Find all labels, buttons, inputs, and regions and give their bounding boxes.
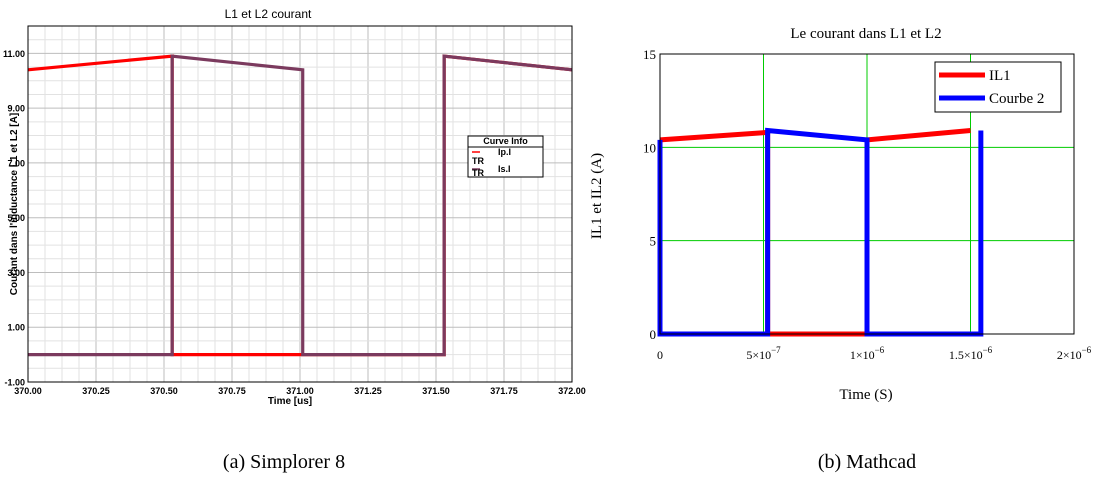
simplorer-plot-border xyxy=(27,25,573,383)
simplorer-y-axis-label: Courant dans l'inductance L1 et L2 [A] xyxy=(9,113,20,295)
simplorer-x-tick-label: 370.00 xyxy=(14,386,42,396)
simplorer-legend-suffix-ip: TR xyxy=(472,156,484,166)
mathcad-x-tick-label: 1×10−6 xyxy=(850,345,885,362)
mathcad-x-tick-label: 5×10−7 xyxy=(746,345,781,362)
mathcad-legend: IL1 Courbe 2 xyxy=(934,61,1062,113)
simplorer-y-tick-label: 9.00 xyxy=(7,104,25,114)
simplorer-y-tick-label: 7.00 xyxy=(7,158,25,168)
simplorer-legend-box xyxy=(467,135,544,178)
mathcad-y-axis-label: IL1 et IL2 (A) xyxy=(589,153,605,239)
mathcad-series-group xyxy=(657,127,984,337)
simplorer-legend-label-is: Is.I xyxy=(498,164,511,174)
mathcad-y-tick-labels: 0 5 10 15 xyxy=(643,47,656,342)
simplorer-y-tick-label: 1.00 xyxy=(7,323,25,333)
simplorer-y-tick-label: 5.00 xyxy=(7,213,25,223)
mathcad-series-courbe2 xyxy=(657,127,984,337)
simplorer-y-tick-label: 3.00 xyxy=(7,268,25,278)
simplorer-x-tick-label: 371.75 xyxy=(490,386,518,396)
simplorer-x-tick-label: 371.00 xyxy=(286,386,314,396)
mathcad-chart-title: Le courant dans L1 et L2 xyxy=(790,26,941,42)
caption-simplorer: (a) Simplorer 8 xyxy=(223,451,345,473)
simplorer-x-tick-label: 371.50 xyxy=(422,386,450,396)
caption-mathcad: (b) Mathcad xyxy=(818,451,916,473)
mathcad-legend-box xyxy=(934,61,1062,113)
simplorer-x-tick-label: 370.50 xyxy=(150,386,178,396)
simplorer-chart: L1 et L2 courant -1.00 1.00 3.00 5.00 7.00 9.… xyxy=(3,7,586,407)
mathcad-legend-label-il1: IL1 xyxy=(989,68,1011,84)
simplorer-y-tick-labels: -1.00 1.00 3.00 5.00 7.00 9.00 11.00 xyxy=(3,49,25,388)
simplorer-y-tick-label: 11.00 xyxy=(3,49,25,59)
mathcad-x-tick-label: 2×10−6 xyxy=(1057,345,1092,362)
mathcad-plot-border xyxy=(659,53,1075,335)
simplorer-x-tick-label: 370.75 xyxy=(218,386,246,396)
mathcad-x-tick-label: 0 xyxy=(657,348,663,362)
mathcad-y-tick-label: 0 xyxy=(650,327,657,342)
simplorer-series-group xyxy=(27,54,573,357)
simplorer-legend-title: Curve Info xyxy=(483,136,528,146)
mathcad-chart: Le courant dans L1 et L2 0 5 10 15 0 5×10−7 1… xyxy=(589,26,1092,403)
simplorer-grid xyxy=(27,25,573,383)
mathcad-x-tick-labels: 0 5×10−7 1×10−6 1.5×10−6 2×10−6 xyxy=(657,345,1092,362)
mathcad-y-tick-label: 15 xyxy=(643,47,656,62)
mathcad-x-axis-label: Time (S) xyxy=(839,387,892,403)
simplorer-legend-label-ip: Ip.I xyxy=(498,147,511,157)
simplorer-y-tick-label: -1.00 xyxy=(4,378,25,388)
mathcad-x-tick-label: 1.5×10−6 xyxy=(949,345,993,362)
simplorer-legend-suffix-is: TR xyxy=(472,168,484,178)
simplorer-x-tick-label: 370.25 xyxy=(82,386,110,396)
mathcad-y-tick-label: 5 xyxy=(650,234,657,249)
simplorer-x-tick-label: 372.00 xyxy=(558,386,586,396)
mathcad-y-tick-label: 10 xyxy=(643,140,656,155)
mathcad-series-il1 xyxy=(659,128,971,337)
simplorer-x-axis-label: Time [us] xyxy=(268,396,312,407)
simplorer-chart-title: L1 et L2 courant xyxy=(225,7,312,21)
simplorer-x-tick-label: 371.25 xyxy=(354,386,382,396)
simplorer-legend: Curve Info Ip.I TR Is.I TR xyxy=(467,135,544,178)
mathcad-legend-label-courbe2: Courbe 2 xyxy=(989,91,1044,107)
simplorer-series-is xyxy=(28,54,573,357)
simplorer-x-tick-labels: 370.00 370.25 370.50 370.75 371.00 371.25 371.… xyxy=(14,386,586,396)
